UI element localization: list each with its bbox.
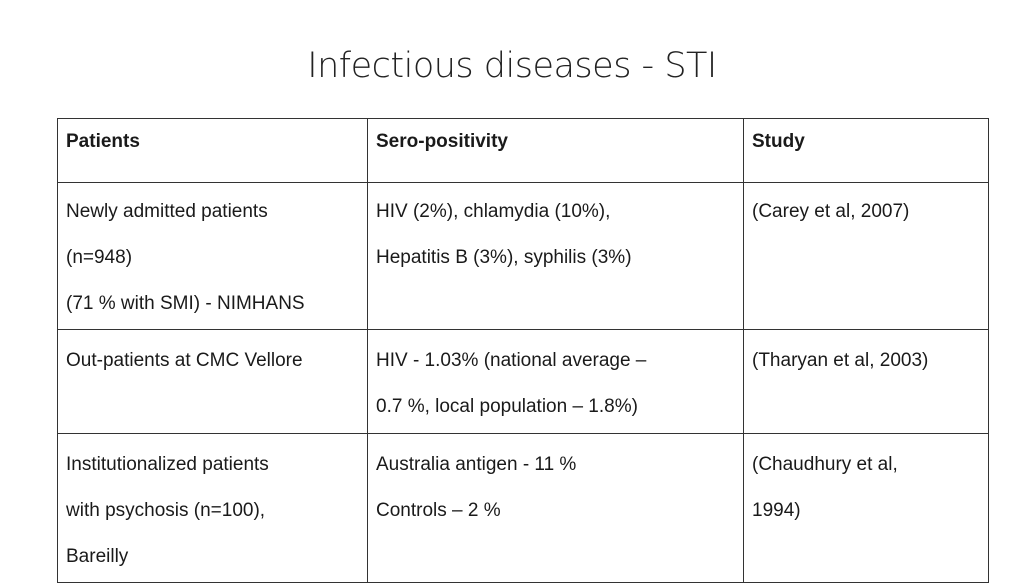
- header-study-label: Study: [752, 131, 805, 152]
- cell-study: (Carey et al, 2007): [743, 182, 989, 330]
- cell-text: Australia antigen - 11 %: [376, 454, 577, 475]
- data-table: Patients Sero-positivity Study Newly adm…: [57, 118, 989, 583]
- cell-text: (Chaudhury et al,: [752, 454, 898, 475]
- table-row: Institutionalized patients with psychosi…: [57, 433, 989, 583]
- header-study: Study: [743, 118, 989, 183]
- cell-text: (71 % with SMI) - NIMHANS: [66, 293, 305, 314]
- cell-text: with psychosis (n=100),: [66, 500, 266, 521]
- header-sero-positivity-label: Sero-positivity: [376, 131, 508, 152]
- cell-text: Controls – 2 %: [376, 500, 501, 521]
- cell-text: 1994): [752, 500, 801, 521]
- header-patients-label: Patients: [66, 131, 140, 152]
- cell-text: Newly admitted patients: [66, 201, 268, 222]
- cell-patients: Newly admitted patients (n=948) (71 % wi…: [57, 182, 368, 330]
- header-sero-positivity: Sero-positivity: [367, 118, 744, 183]
- cell-sero-positivity: HIV - 1.03% (national average – 0.7 %, l…: [367, 329, 744, 434]
- cell-text: Bareilly: [66, 546, 129, 567]
- cell-text: Institutionalized patients: [66, 454, 269, 475]
- cell-study: (Tharyan et al, 2003): [743, 329, 989, 434]
- table-row: Out-patients at CMC Vellore HIV - 1.03% …: [57, 329, 989, 434]
- cell-text: (Carey et al, 2007): [752, 201, 910, 222]
- cell-text: (Tharyan et al, 2003): [752, 350, 929, 371]
- cell-text: HIV - 1.03% (national average –: [376, 350, 647, 371]
- table-row: Newly admitted patients (n=948) (71 % wi…: [57, 182, 989, 330]
- cell-patients: Institutionalized patients with psychosi…: [57, 433, 368, 583]
- cell-sero-positivity: Australia antigen - 11 % Controls – 2 %: [367, 433, 744, 583]
- cell-text: Out-patients at CMC Vellore: [66, 350, 303, 371]
- cell-study: (Chaudhury et al, 1994): [743, 433, 989, 583]
- cell-text: HIV (2%), chlamydia (10%),: [376, 201, 611, 222]
- cell-sero-positivity: HIV (2%), chlamydia (10%), Hepatitis B (…: [367, 182, 744, 330]
- cell-text: 0.7 %, local population – 1.8%): [376, 396, 638, 417]
- cell-patients: Out-patients at CMC Vellore: [57, 329, 368, 434]
- slide-title: Infectious diseases - STI: [307, 46, 717, 86]
- header-patients: Patients: [57, 118, 368, 183]
- table-header-row: Patients Sero-positivity Study: [57, 118, 989, 183]
- cell-text: (n=948): [66, 247, 133, 268]
- cell-text: Hepatitis B (3%), syphilis (3%): [376, 247, 632, 268]
